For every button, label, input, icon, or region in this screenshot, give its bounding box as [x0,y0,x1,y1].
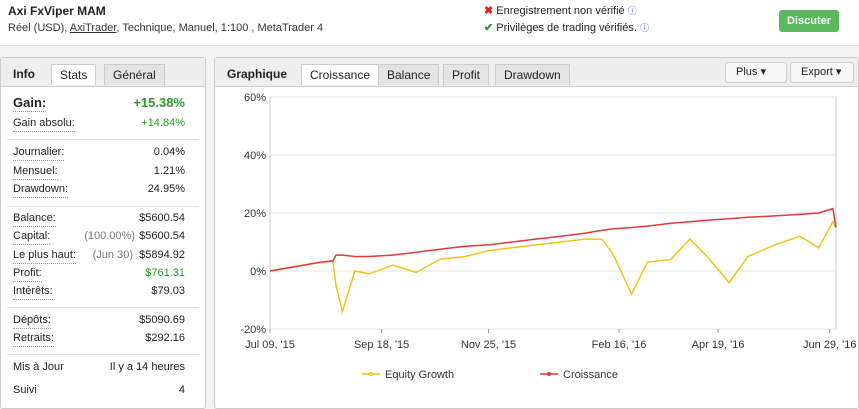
legend-marker [547,372,551,376]
x-tick-label: Feb 16, '16 [592,339,647,351]
stat-value: $5894.92 [139,249,185,261]
stat-value: $5600.54 [139,212,185,224]
stat-label: Balance: [13,210,56,227]
details: , Technique, Manuel, 1:100 , MetaTrader … [116,22,324,34]
stat-value: $5600.54 [139,230,185,242]
stat-label: Profit: [13,265,42,282]
stat-label: Drawdown: [13,181,69,198]
tab-bar [1,58,205,87]
stat-value: 4 [178,384,185,396]
tab[interactable]: Balance [378,64,440,85]
x-tick-label: Apr 19, '16 [692,339,745,351]
info-panel: Info Stats Général Gain: +15.38% Gain abso… [0,57,206,409]
stat-row: Drawdown: 24.95% [13,181,185,198]
stat-note: (100.00%) [84,230,135,242]
header: Axi FxViper MAM Réel (USD), AxiTrader, T… [0,0,859,46]
series-line [269,220,837,315]
stat-row: Le plus haut: $5894.92 (Jun 30) [13,247,185,264]
stat-value: +15.38% [133,95,185,110]
x-tick-label: Sep 18, '15 [354,339,409,351]
stat-value: $5090.69 [139,314,185,326]
panel-title: Info [13,67,35,81]
tab[interactable]: Drawdown [495,64,570,85]
stat-value: $292.16 [145,332,185,344]
stat-label: Intérêts: [13,283,53,300]
more-button[interactable]: Plus ▾ [725,62,787,83]
stat-value: 0.04% [153,146,185,158]
legend-label: Croissance [563,369,618,381]
stat-row: Mis à Jour Il y a 14 heures [13,359,185,375]
separator [7,354,199,355]
button-label: Export [801,66,833,78]
stat-label: Capital: [13,228,51,245]
account-details: Réel (USD), AxiTrader, Technique, Manuel… [8,22,323,34]
check-icon: ✔ [484,22,494,34]
stat-row: Gain: +15.38% [13,95,185,112]
stat-row: Gain absolu: +14.84% [13,115,185,132]
status-row: ✔ Privilèges de trading vérifiés. ⓘ [484,21,649,34]
legend-marker [369,372,373,376]
y-tick-label: 60% [244,92,266,104]
button-label: Plus [736,66,758,78]
tab[interactable]: Croissance [301,64,380,85]
stat-label: Mis à Jour [13,361,64,373]
y-tick-label: 0% [250,266,266,278]
stat-label: Suivi [13,384,37,396]
status-row: ✖ Enregistrement non vérifié ⓘ [484,4,637,17]
stat-row: Mensuel: 1.21% [13,163,185,180]
stat-value: Il y a 14 heures [109,361,185,373]
stat-note: (Jun 30) [92,249,133,261]
stat-row: Intérêts: $79.03 [13,283,185,300]
tab[interactable]: Général [104,64,165,85]
stat-row: Retraits: $292.16 [13,330,185,347]
broker-link[interactable]: AxiTrader [69,22,117,34]
account-title: Axi FxViper MAM [8,4,106,18]
status-text: Enregistrement non vérifié [496,5,625,17]
separator [7,206,199,207]
account-type: Réel (USD), [8,22,68,34]
stat-row: Suivi 4 [13,382,185,398]
stat-label: Mensuel: [13,163,58,180]
panel-title: Graphique [227,67,288,81]
stat-label: Journalier: [13,144,65,161]
separator [7,139,199,140]
stat-row: Balance: $5600.54 [13,210,185,227]
tab[interactable]: Stats [51,64,97,85]
stat-value: $761.31 [145,267,185,279]
cross-icon: ✖ [484,5,494,17]
x-tick-label: Jul 09, '15 [245,339,295,351]
stat-row: Journalier: 0.04% [13,144,185,161]
stat-value: 1.21% [153,165,185,177]
stat-value: $79.03 [151,285,185,297]
separator [7,307,199,308]
status-text: Privilèges de trading vérifiés. [496,22,637,34]
stat-label: Dépôts: [13,312,51,329]
stat-row: Profit: $761.31 [13,265,185,282]
discuss-button[interactable]: Discuter [779,10,839,32]
stat-label: Gain: [13,95,47,112]
series-line [269,207,837,272]
stat-row: Dépôts: $5090.69 [13,312,185,329]
y-tick-label: 40% [244,150,266,162]
stat-label: Le plus haut: [13,247,76,264]
stat-label: Retraits: [13,330,54,347]
help-icon[interactable]: ⓘ [639,23,649,33]
stat-value: +14.84% [141,117,185,129]
stat-label: Gain absolu: [13,115,75,132]
y-tick-label: -20% [240,324,266,336]
stat-row: Capital: $5600.54 (100.00%) [13,228,185,245]
x-tick-label: Jun 29, '16 [803,339,856,351]
help-icon[interactable]: ⓘ [627,6,637,16]
legend-label: Equity Growth [385,369,454,381]
export-button[interactable]: Export ▾ [790,62,854,83]
x-tick-label: Nov 25, '15 [461,339,516,351]
stat-value: 24.95% [147,183,185,195]
tab[interactable]: Profit [443,64,490,85]
y-tick-label: 20% [244,208,266,220]
